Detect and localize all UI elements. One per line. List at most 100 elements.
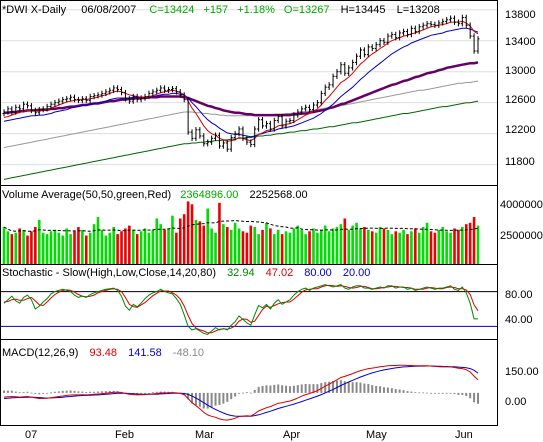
macd-histogram-bar [194, 392, 197, 406]
price-bar [308, 104, 312, 113]
macd-histogram-bar [226, 392, 229, 402]
macd-histogram-bar [69, 390, 72, 393]
macd-histogram-bar [187, 392, 190, 400]
macd-histogram-bar [375, 385, 378, 393]
x-tick-label: Feb [115, 429, 134, 441]
volume-bar [57, 232, 61, 264]
volume-bar [139, 231, 143, 264]
macd-histogram-bar [308, 384, 311, 393]
price-bar [331, 73, 335, 88]
price-bar [429, 20, 433, 28]
price-bar [351, 59, 355, 71]
stochastic-value-upper: 80.00 [304, 267, 332, 279]
price-bar [405, 28, 409, 38]
price-bar [402, 28, 406, 36]
macd-histogram-bar [453, 392, 456, 395]
price-bar [300, 106, 304, 115]
volume-bar [449, 232, 452, 264]
stochastic-title: Stochastic - Slow(High,Low,Close,14,20,8… [2, 267, 216, 279]
macd-histogram-bar [273, 384, 276, 393]
price-moving-averages [3, 20, 479, 180]
date-label: 06/08/2007 [81, 4, 136, 16]
macd-histogram-bar [328, 381, 331, 393]
price-grid [1, 9, 497, 166]
macd-histogram-bar [335, 380, 338, 393]
macd-histogram-bar [249, 392, 252, 394]
volume-bar [22, 229, 25, 264]
volume-bar [92, 224, 96, 264]
volume-bar [214, 232, 217, 264]
price-bar [225, 140, 229, 152]
price-bar [464, 14, 468, 28]
price-bar [96, 92, 100, 99]
price-bar [229, 134, 233, 152]
macd-histogram-bar [265, 385, 268, 393]
price-bar [92, 93, 96, 100]
open-label: O=13267 [284, 4, 330, 16]
price-bar [335, 68, 339, 80]
volume-bar [390, 234, 394, 264]
macd-histogram-bar [140, 392, 143, 394]
volume-bar [327, 231, 331, 264]
volume-bar [347, 229, 351, 264]
stochastic-panel-frame [0, 264, 498, 340]
volume-bar [370, 231, 374, 264]
volume-bar [296, 225, 300, 264]
price-tick-label: 13800 [505, 9, 536, 21]
volume-bar [394, 231, 398, 264]
price-bar [468, 22, 472, 39]
macd-tick-label: 150.00 [505, 366, 539, 378]
sma-blue-line [3, 27, 479, 138]
macd-histogram-bar [257, 386, 260, 393]
price-bar [476, 36, 480, 54]
price-bar [210, 135, 214, 145]
macd-histogram-bar [65, 390, 68, 393]
volume-bar [272, 234, 276, 264]
price-bar [339, 62, 343, 75]
volume-bar [128, 225, 131, 264]
symbol-label: *DWI X-Daily [2, 4, 67, 16]
macd-histogram-bar [144, 392, 147, 394]
macd-histogram-bar [30, 392, 33, 394]
volume-bar [261, 229, 264, 264]
price-bar [323, 84, 327, 97]
price-bar [57, 98, 61, 106]
macd-histogram-bar [108, 390, 111, 393]
macd-histogram-bar [214, 392, 217, 406]
volume-bar [88, 232, 92, 264]
volume-bar [81, 229, 84, 264]
macd-histogram-bar [422, 392, 425, 394]
volume-bar [374, 232, 378, 264]
macd-histogram-bar [210, 392, 213, 408]
macd-title: MACD(12,26,9) [2, 347, 78, 359]
high-label: H=13445 [341, 4, 386, 16]
macd-histogram-bar [473, 392, 476, 403]
volume-bar [441, 227, 445, 264]
volume-average-line [3, 219, 479, 232]
volume-bar [167, 228, 170, 264]
macd-histogram-bar [363, 383, 366, 393]
price-bar [386, 33, 390, 45]
macd-histogram-bar [394, 389, 397, 393]
volume-bar [276, 229, 280, 264]
volume-bar [6, 231, 10, 264]
macd-panel-frame [0, 339, 498, 426]
macd-line [3, 364, 479, 421]
macd-histogram-bar [261, 385, 264, 393]
price-bar [276, 113, 280, 124]
volume-bar [159, 224, 162, 264]
macd-histogram-bar [343, 381, 346, 393]
macd-histogram-bar [100, 391, 103, 393]
macd-histogram-bar [461, 392, 464, 395]
macd-histogram-bar [437, 392, 440, 394]
volume-bar [382, 228, 386, 264]
volume-bar [163, 229, 166, 264]
price-y-axis: 13800 13400 13000 12600 12200 11800 [505, 9, 536, 168]
price-bar [452, 15, 456, 25]
volume-bar [143, 228, 147, 264]
price-bar [221, 140, 225, 149]
price-bar [10, 106, 14, 115]
macd-value-macd: 93.48 [89, 347, 117, 359]
macd-histogram-bar [296, 385, 299, 393]
price-bar [296, 109, 300, 118]
